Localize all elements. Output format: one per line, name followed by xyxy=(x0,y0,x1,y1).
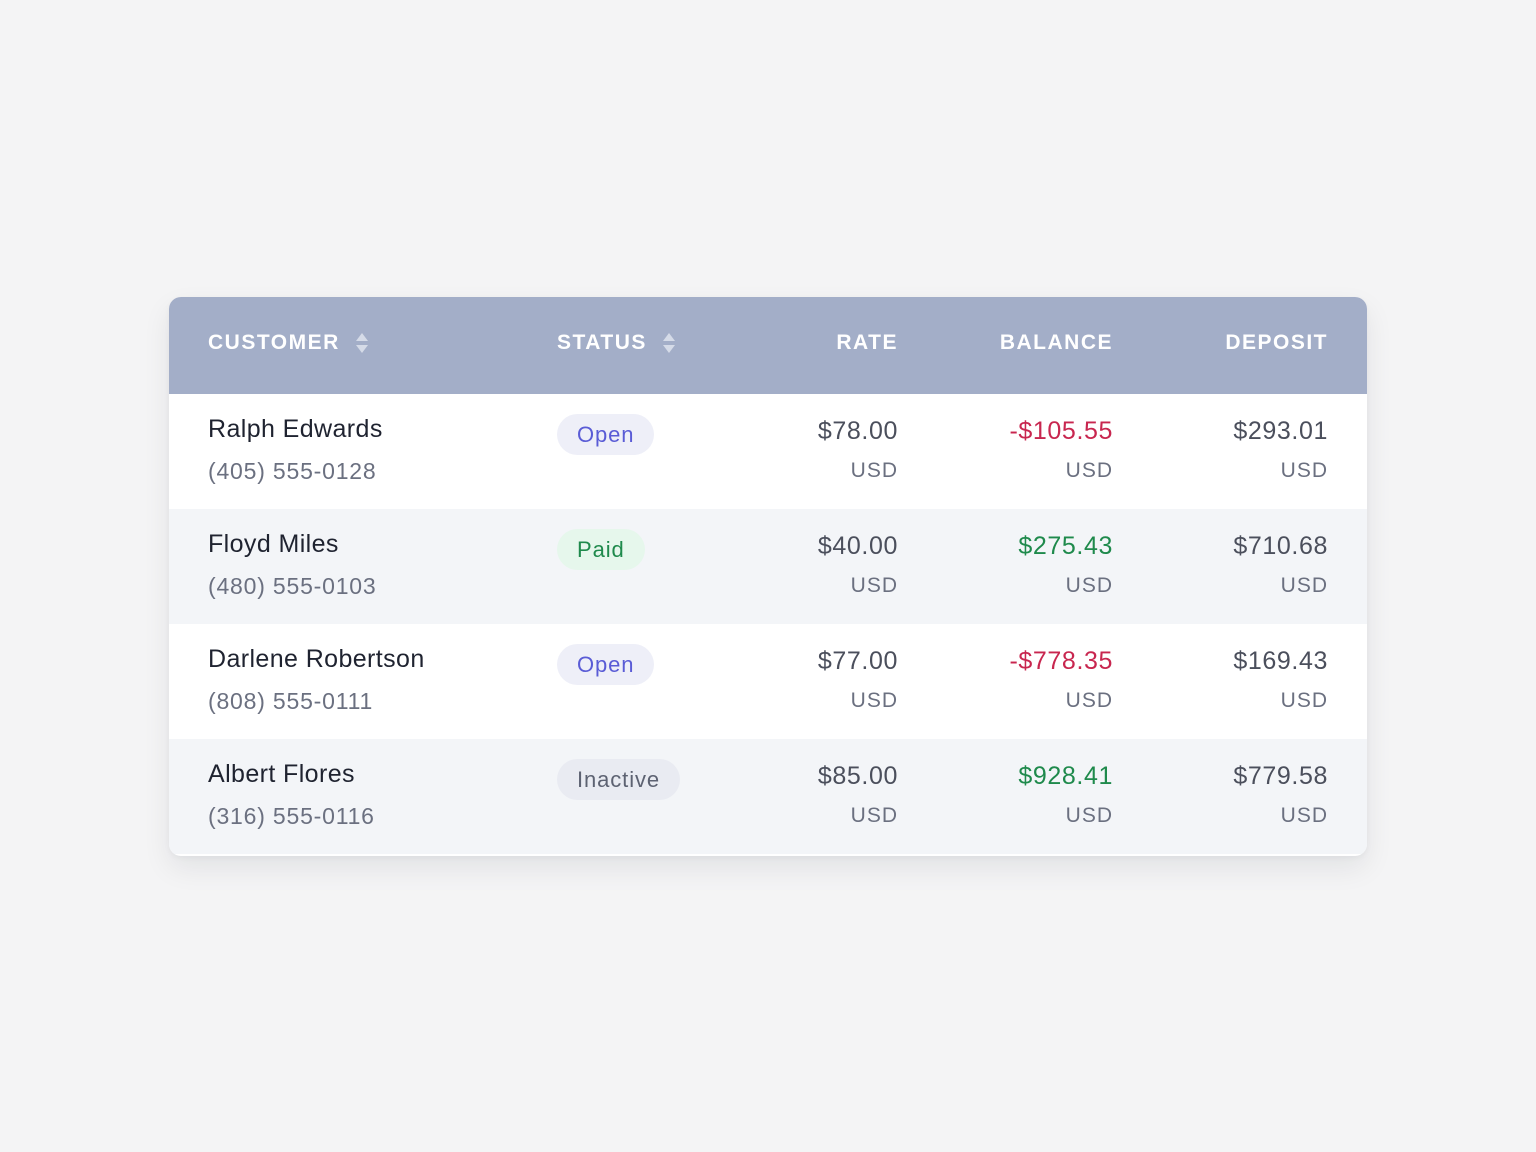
sort-arrows-icon[interactable] xyxy=(355,331,369,355)
column-header-rate: RATE xyxy=(758,331,898,355)
deposit-currency: USD xyxy=(1280,459,1328,482)
table-row[interactable]: Ralph Edwards (405) 555-0128 Open $78.00… xyxy=(169,394,1367,509)
customer-phone: (316) 555-0116 xyxy=(208,803,375,829)
customer-name: Albert Flores xyxy=(208,760,355,788)
column-header-status-label: STATUS xyxy=(557,331,647,354)
column-header-deposit-label: DEPOSIT xyxy=(1225,331,1328,354)
balance-currency: USD xyxy=(1065,689,1113,712)
customer-name: Darlene Robertson xyxy=(208,645,425,673)
rate-value: $40.00 xyxy=(817,532,898,560)
sort-arrows-icon[interactable] xyxy=(662,331,676,355)
balance-value: -$105.55 xyxy=(1009,417,1113,445)
balance-value: $275.43 xyxy=(1018,532,1113,560)
status-badge: Open xyxy=(557,644,655,685)
column-header-balance-label: BALANCE xyxy=(999,331,1113,354)
deposit-value: $710.68 xyxy=(1233,532,1328,560)
rate-value: $78.00 xyxy=(817,417,898,445)
column-header-status[interactable]: STATUS xyxy=(557,331,757,355)
deposit-value: $779.58 xyxy=(1233,762,1328,790)
table-row[interactable]: Floyd Miles (480) 555-0103 Paid $40.00 U… xyxy=(169,509,1367,624)
status-badge: Open xyxy=(557,414,655,455)
column-header-customer-label: CUSTOMER xyxy=(208,331,340,354)
customer-name: Floyd Miles xyxy=(208,530,339,558)
customer-phone: (405) 555-0128 xyxy=(208,458,377,484)
rate-currency: USD xyxy=(850,459,898,482)
table-header-row: CUSTOMER STATUS RATE BALANCE xyxy=(169,297,1367,394)
balance-currency: USD xyxy=(1065,459,1113,482)
column-header-customer[interactable]: CUSTOMER xyxy=(208,331,528,355)
balance-currency: USD xyxy=(1065,804,1113,827)
table-row[interactable]: Darlene Robertson (808) 555-0111 Open $7… xyxy=(169,624,1367,739)
deposit-currency: USD xyxy=(1280,689,1328,712)
deposit-value: $293.01 xyxy=(1233,417,1328,445)
customer-table: CUSTOMER STATUS RATE BALANCE xyxy=(169,297,1367,856)
customer-name: Ralph Edwards xyxy=(208,415,383,443)
rate-currency: USD xyxy=(850,574,898,597)
column-header-balance: BALANCE xyxy=(953,331,1113,355)
deposit-value: $169.43 xyxy=(1233,647,1328,675)
table-row[interactable]: Albert Flores (316) 555-0116 Inactive $8… xyxy=(169,739,1367,854)
column-header-deposit: DEPOSIT xyxy=(1168,331,1328,355)
rate-currency: USD xyxy=(850,689,898,712)
deposit-currency: USD xyxy=(1280,804,1328,827)
balance-value: $928.41 xyxy=(1018,762,1113,790)
deposit-currency: USD xyxy=(1280,574,1328,597)
status-badge: Paid xyxy=(557,529,645,570)
rate-value: $77.00 xyxy=(817,647,898,675)
rate-currency: USD xyxy=(850,804,898,827)
status-badge: Inactive xyxy=(557,759,681,800)
rate-value: $85.00 xyxy=(817,762,898,790)
balance-value: -$778.35 xyxy=(1009,647,1113,675)
column-header-rate-label: RATE xyxy=(836,331,898,354)
balance-currency: USD xyxy=(1065,574,1113,597)
customer-phone: (808) 555-0111 xyxy=(208,688,374,714)
customer-phone: (480) 555-0103 xyxy=(208,573,377,599)
